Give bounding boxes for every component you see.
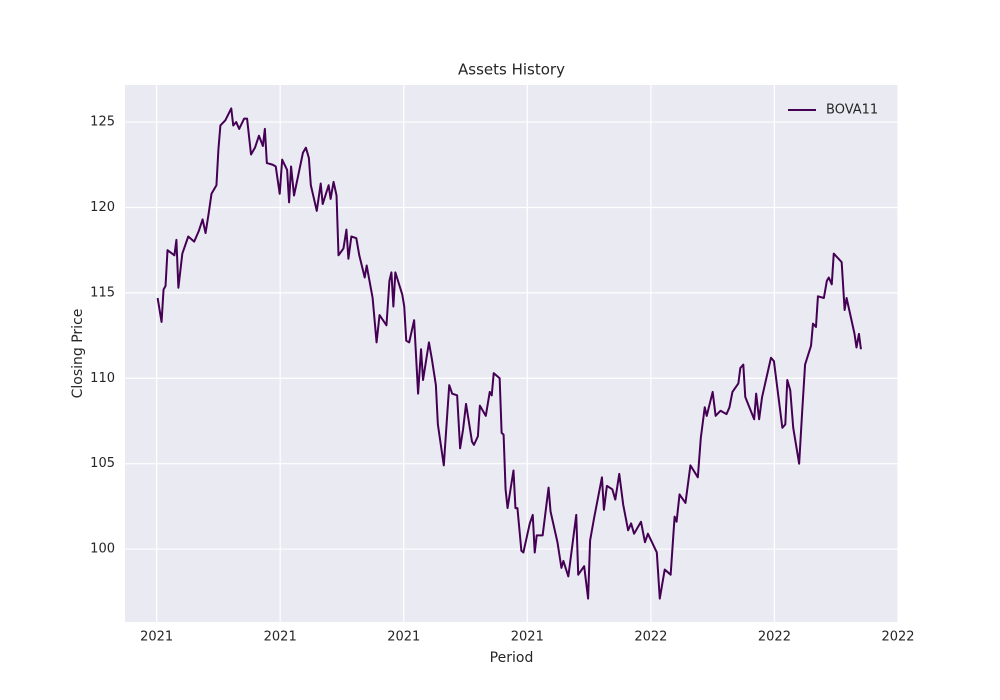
y-tick-label: 125 (90, 115, 115, 130)
x-tick-label: 2022 (758, 630, 791, 645)
y-tick-label: 110 (90, 371, 115, 386)
series-line (156, 107, 862, 600)
y-tick-label: 120 (90, 200, 115, 215)
legend-label: BOVA11 (826, 103, 878, 118)
chart-title: Assets History (458, 61, 565, 79)
x-tick-label: 2021 (511, 630, 544, 645)
y-tick-label: 115 (90, 285, 115, 300)
x-tick-label: 2021 (264, 630, 297, 645)
y-tick-label: 105 (90, 456, 115, 471)
y-tick-label: 100 (90, 542, 115, 557)
x-tick-label: 2021 (140, 630, 173, 645)
plot-area (125, 85, 898, 622)
x-tick-label: 2022 (881, 630, 914, 645)
x-axis-label: Period (490, 650, 534, 666)
x-tick-label: 2021 (387, 630, 420, 645)
y-axis-label: Closing Price (70, 309, 86, 399)
x-tick-label: 2022 (634, 630, 667, 645)
legend: BOVA11 (788, 103, 878, 118)
